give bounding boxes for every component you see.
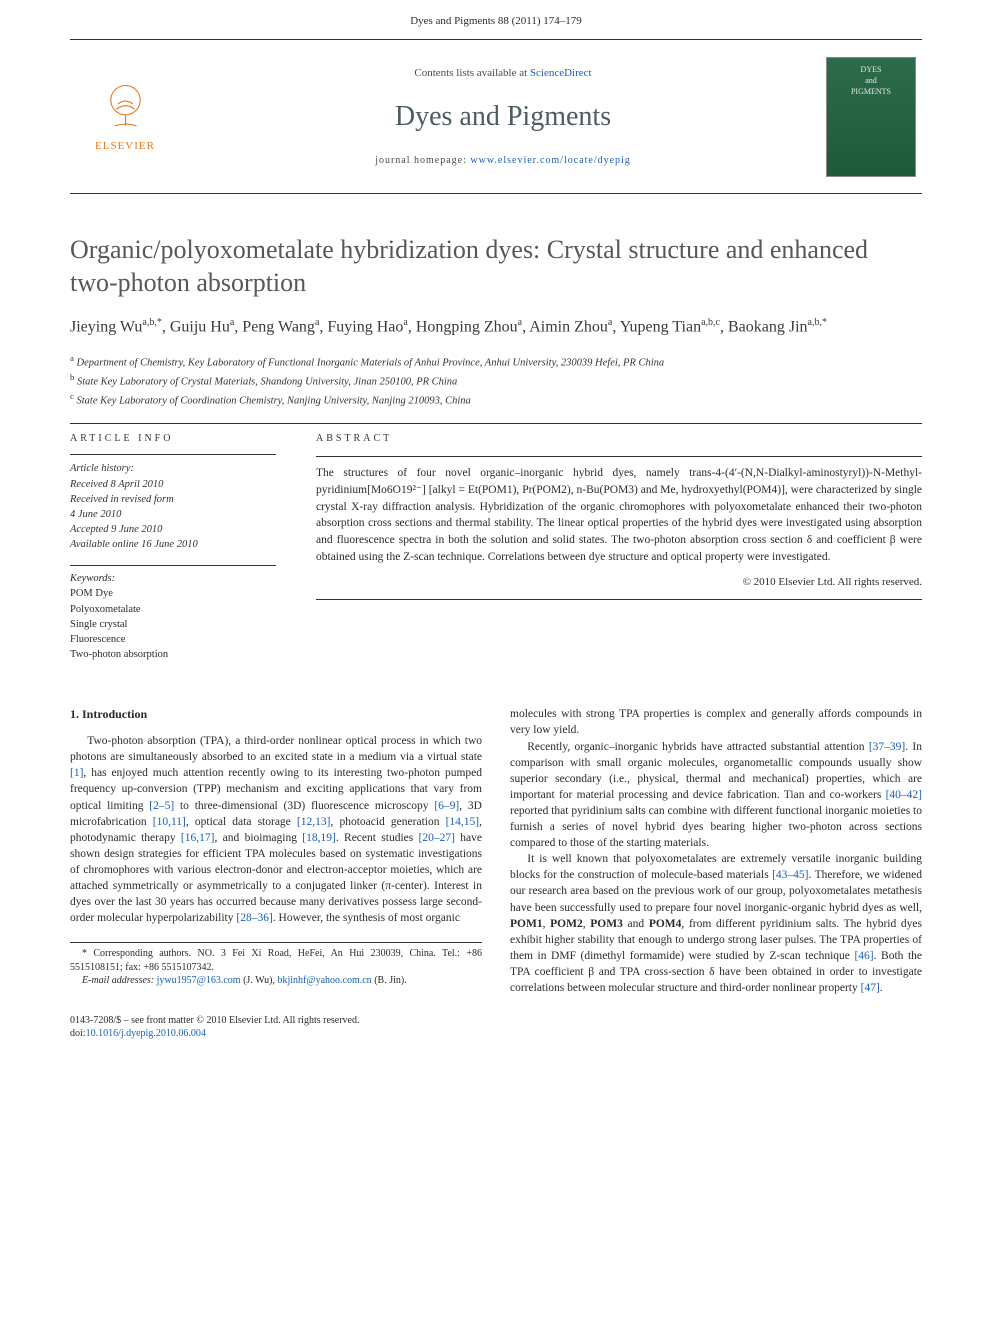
reference-link[interactable]: [12,13] [297,816,331,828]
reference-link[interactable]: [20–27] [419,832,455,844]
corresponding-author-line: * Corresponding authors. NO. 3 Fei Xi Ro… [70,947,482,974]
reference-link[interactable]: [2–5] [149,800,174,812]
publisher-name: ELSEVIER [95,139,155,154]
corresponding-author-block: * Corresponding authors. NO. 3 Fei Xi Ro… [70,942,482,988]
reference-link[interactable]: [46] [854,950,873,962]
sciencedirect-link[interactable]: ScienceDirect [530,67,592,79]
divider [70,454,276,455]
email-link[interactable]: bkjinhf@yahoo.com.cn [277,975,371,986]
history-line: Available online 16 June 2010 [70,537,276,552]
keyword: POM Dye [70,586,276,601]
divider [316,456,922,457]
journal-homepage-link[interactable]: www.elsevier.com/locate/dyepig [470,155,630,166]
history-line: 4 June 2010 [70,507,276,522]
divider [316,599,922,600]
paragraph: Two-photon absorption (TPA), a third-ord… [70,733,482,926]
abstract-copyright: © 2010 Elsevier Ltd. All rights reserved… [316,575,922,590]
affiliation: c State Key Laboratory of Coordination C… [70,390,922,409]
footer-block: 0143-7208/$ – see front matter © 2010 El… [70,1014,922,1040]
history-line: Received in revised form [70,492,276,507]
publisher-logo[interactable]: ELSEVIER [70,80,180,154]
paragraph: Recently, organic–inorganic hybrids have… [510,739,922,852]
keyword: Single crystal [70,617,276,632]
keywords-block: Keywords: POM DyePolyoxometalateSingle c… [70,572,276,663]
keyword: Two-photon absorption [70,647,276,662]
reference-link[interactable]: [40–42] [886,789,922,801]
front-matter-line: 0143-7208/$ – see front matter © 2010 El… [70,1014,922,1027]
body-columns: 1. Introduction Two-photon absorption (T… [70,706,922,996]
article-history: Article history: Received 8 April 2010Re… [70,461,276,552]
affiliation: b State Key Laboratory of Crystal Materi… [70,371,922,390]
section-heading: 1. Introduction [70,706,482,723]
homepage-line: journal homepage: www.elsevier.com/locat… [180,154,826,168]
email-link[interactable]: jywu1957@163.com [157,975,241,986]
keyword: Polyoxometalate [70,602,276,617]
column-left: 1. Introduction Two-photon absorption (T… [70,706,482,996]
doi-link[interactable]: 10.1016/j.dyepig.2010.06.004 [86,1028,206,1039]
corresponding-emails: E-mail addresses: jywu1957@163.com (J. W… [70,974,482,988]
reference-link[interactable]: [1] [70,767,83,779]
article-front: Organic/polyoxometalate hybridization dy… [70,234,922,662]
citation-text: Dyes and Pigments 88 (2011) 174–179 [410,15,582,27]
affiliations: a Department of Chemistry, Key Laborator… [70,352,922,410]
divider [70,565,276,566]
column-right: molecules with strong TPA properties is … [510,706,922,996]
elsevier-tree-icon [98,80,153,135]
paragraph: It is well known that polyoxometalates a… [510,851,922,996]
reference-link[interactable]: [43–45] [772,869,808,881]
reference-link[interactable]: [6–9] [434,800,459,812]
divider [70,423,922,424]
masthead: ELSEVIER Contents lists available at Sci… [70,39,922,194]
abstract-heading: ABSTRACT [316,432,922,446]
history-line: Received 8 April 2010 [70,477,276,492]
article-title: Organic/polyoxometalate hybridization dy… [70,234,922,299]
masthead-center: Contents lists available at ScienceDirec… [180,66,826,169]
reference-link[interactable]: [37–39] [869,741,905,753]
article-info-heading: ARTICLE INFO [70,432,276,446]
reference-link[interactable]: [14,15] [446,816,480,828]
reference-link[interactable]: [47] [861,982,880,994]
affiliation: a Department of Chemistry, Key Laborator… [70,352,922,371]
reference-link[interactable]: [28–36] [236,912,272,924]
author-list: Jieying Wua,b,*, Guiju Hua, Peng Wanga, … [70,315,922,339]
doi-line: doi:10.1016/j.dyepig.2010.06.004 [70,1027,922,1040]
abstract: ABSTRACT The structures of four novel or… [316,432,922,662]
info-abstract-row: ARTICLE INFO Article history: Received 8… [70,432,922,662]
article-info: ARTICLE INFO Article history: Received 8… [70,432,276,662]
contents-line: Contents lists available at ScienceDirec… [180,66,826,81]
reference-link[interactable]: [16,17] [181,832,215,844]
journal-name: Dyes and Pigments [180,97,826,136]
reference-link[interactable]: [10,11] [153,816,186,828]
abstract-text: The structures of four novel organic–ino… [316,465,922,565]
paragraph: molecules with strong TPA properties is … [510,706,922,738]
history-line: Accepted 9 June 2010 [70,522,276,537]
journal-cover-thumbnail: DYES and PIGMENTS [826,57,916,177]
running-header: Dyes and Pigments 88 (2011) 174–179 [0,0,992,39]
keyword: Fluorescence [70,632,276,647]
reference-link[interactable]: [18,19] [302,832,336,844]
